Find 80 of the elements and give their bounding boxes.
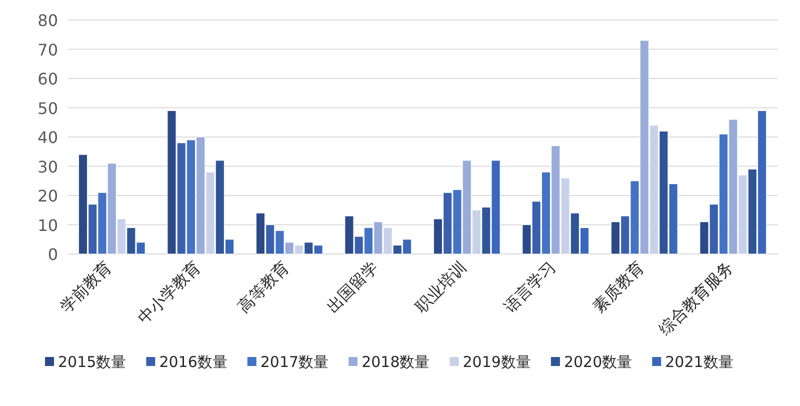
bar [630, 180, 640, 254]
bar [551, 145, 560, 254]
bar [304, 242, 314, 254]
bar [610, 222, 620, 254]
legend-label: 2021数量 [665, 353, 734, 371]
x-tick-label: 中小学教育 [134, 257, 204, 328]
bar [383, 227, 392, 254]
bar [196, 136, 206, 254]
bar [344, 216, 354, 254]
bar [738, 174, 748, 254]
bar [186, 140, 196, 254]
bar [364, 227, 374, 254]
bar [88, 204, 98, 254]
bar [491, 160, 500, 254]
bar [126, 227, 136, 254]
bar [757, 110, 767, 254]
legend-label: 2018数量 [362, 353, 430, 371]
x-tick-label: 综合教育服务 [655, 257, 736, 339]
y-tick-label: 70 [38, 40, 58, 60]
bar [620, 216, 630, 254]
x-tick-label: 职业培训 [412, 257, 470, 316]
bar [728, 119, 738, 254]
bar [668, 184, 678, 254]
bar [700, 222, 709, 254]
bar [275, 230, 284, 254]
bar [314, 244, 323, 254]
bar [402, 239, 412, 254]
y-tick-label: 40 [38, 128, 58, 147]
bar [522, 224, 532, 254]
bar [215, 160, 225, 254]
bar [640, 40, 649, 254]
legend-label: 2020数量 [564, 353, 632, 371]
bar [748, 168, 758, 254]
bar [256, 212, 266, 254]
legend-label: 2019数量 [462, 353, 531, 371]
bar [78, 154, 88, 254]
bar [392, 244, 402, 254]
bar [472, 210, 482, 254]
bar [442, 192, 452, 254]
bar [541, 172, 551, 254]
bar [167, 110, 176, 254]
bar [224, 239, 234, 254]
bar [560, 178, 570, 254]
x-tick-label: 素质教育 [589, 257, 648, 316]
bar [176, 142, 186, 254]
y-tick-label: 80 [38, 11, 58, 30]
x-tick-label: 出国留学 [322, 257, 382, 316]
y-tick-label: 30 [38, 157, 58, 176]
bar [659, 130, 668, 254]
x-tick-label: 高等教育 [234, 257, 293, 316]
bar [136, 242, 146, 254]
legend-label: 2016数量 [159, 353, 228, 371]
bar [206, 172, 215, 254]
bar [532, 201, 541, 254]
bar [580, 227, 590, 254]
y-tick-label: 20 [38, 186, 58, 206]
bar [284, 242, 294, 254]
y-tick-label: 50 [38, 98, 58, 118]
bar [649, 125, 659, 254]
x-tick-label: 语言学习 [500, 257, 559, 316]
bar [462, 160, 472, 254]
bar [570, 212, 580, 254]
bar [452, 189, 462, 254]
bar [433, 218, 443, 254]
bar [718, 134, 728, 254]
bar [709, 204, 718, 254]
bar [107, 163, 116, 254]
bar [98, 192, 107, 254]
x-tick-label: 学前教育 [56, 257, 116, 316]
legend-label: 2017数量 [260, 353, 329, 371]
bar [116, 218, 126, 254]
bar [482, 206, 491, 254]
y-tick-label: 60 [38, 70, 58, 88]
bar [374, 222, 383, 254]
bar [354, 236, 364, 254]
y-tick-label: 10 [38, 216, 58, 235]
bar [294, 244, 304, 254]
y-tick-label: 0 [48, 245, 58, 264]
bar [265, 224, 275, 254]
legend-label: 2015数量 [58, 353, 126, 371]
